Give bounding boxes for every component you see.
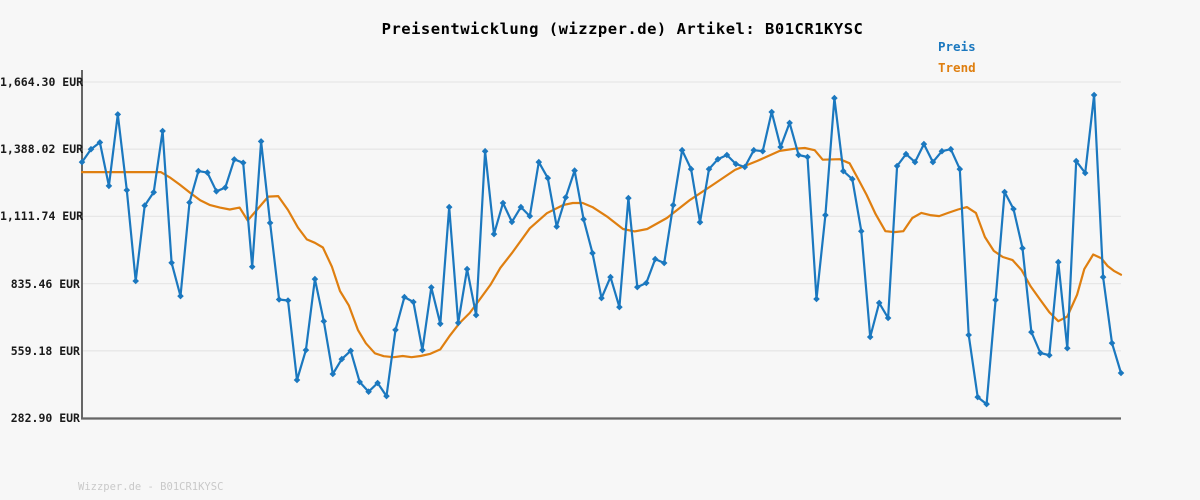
chart-title: Preisentwicklung (wizzper.de) Artikel: B… [381,20,864,38]
y-tick-label: 1,111.74 EUR [0,209,84,224]
y-tick-label: 559.18 EUR [10,343,80,358]
trend-line [80,146,1123,359]
y-tick-label: 1,388.02 EUR [0,142,84,157]
y-tick-label: 1,664.30 EUR [0,75,84,89]
preis-markers [78,91,1125,408]
y-tick-label: 282.90 EUR [10,411,80,425]
preis-line [80,93,1123,406]
legend-item-preis: Preis [938,39,976,54]
legend-item-trend: Trend [938,60,976,75]
watermark-text: Wizzper.de - B01CR1KYSC [78,481,224,493]
y-tick-label: 835.46 EUR [10,276,80,291]
